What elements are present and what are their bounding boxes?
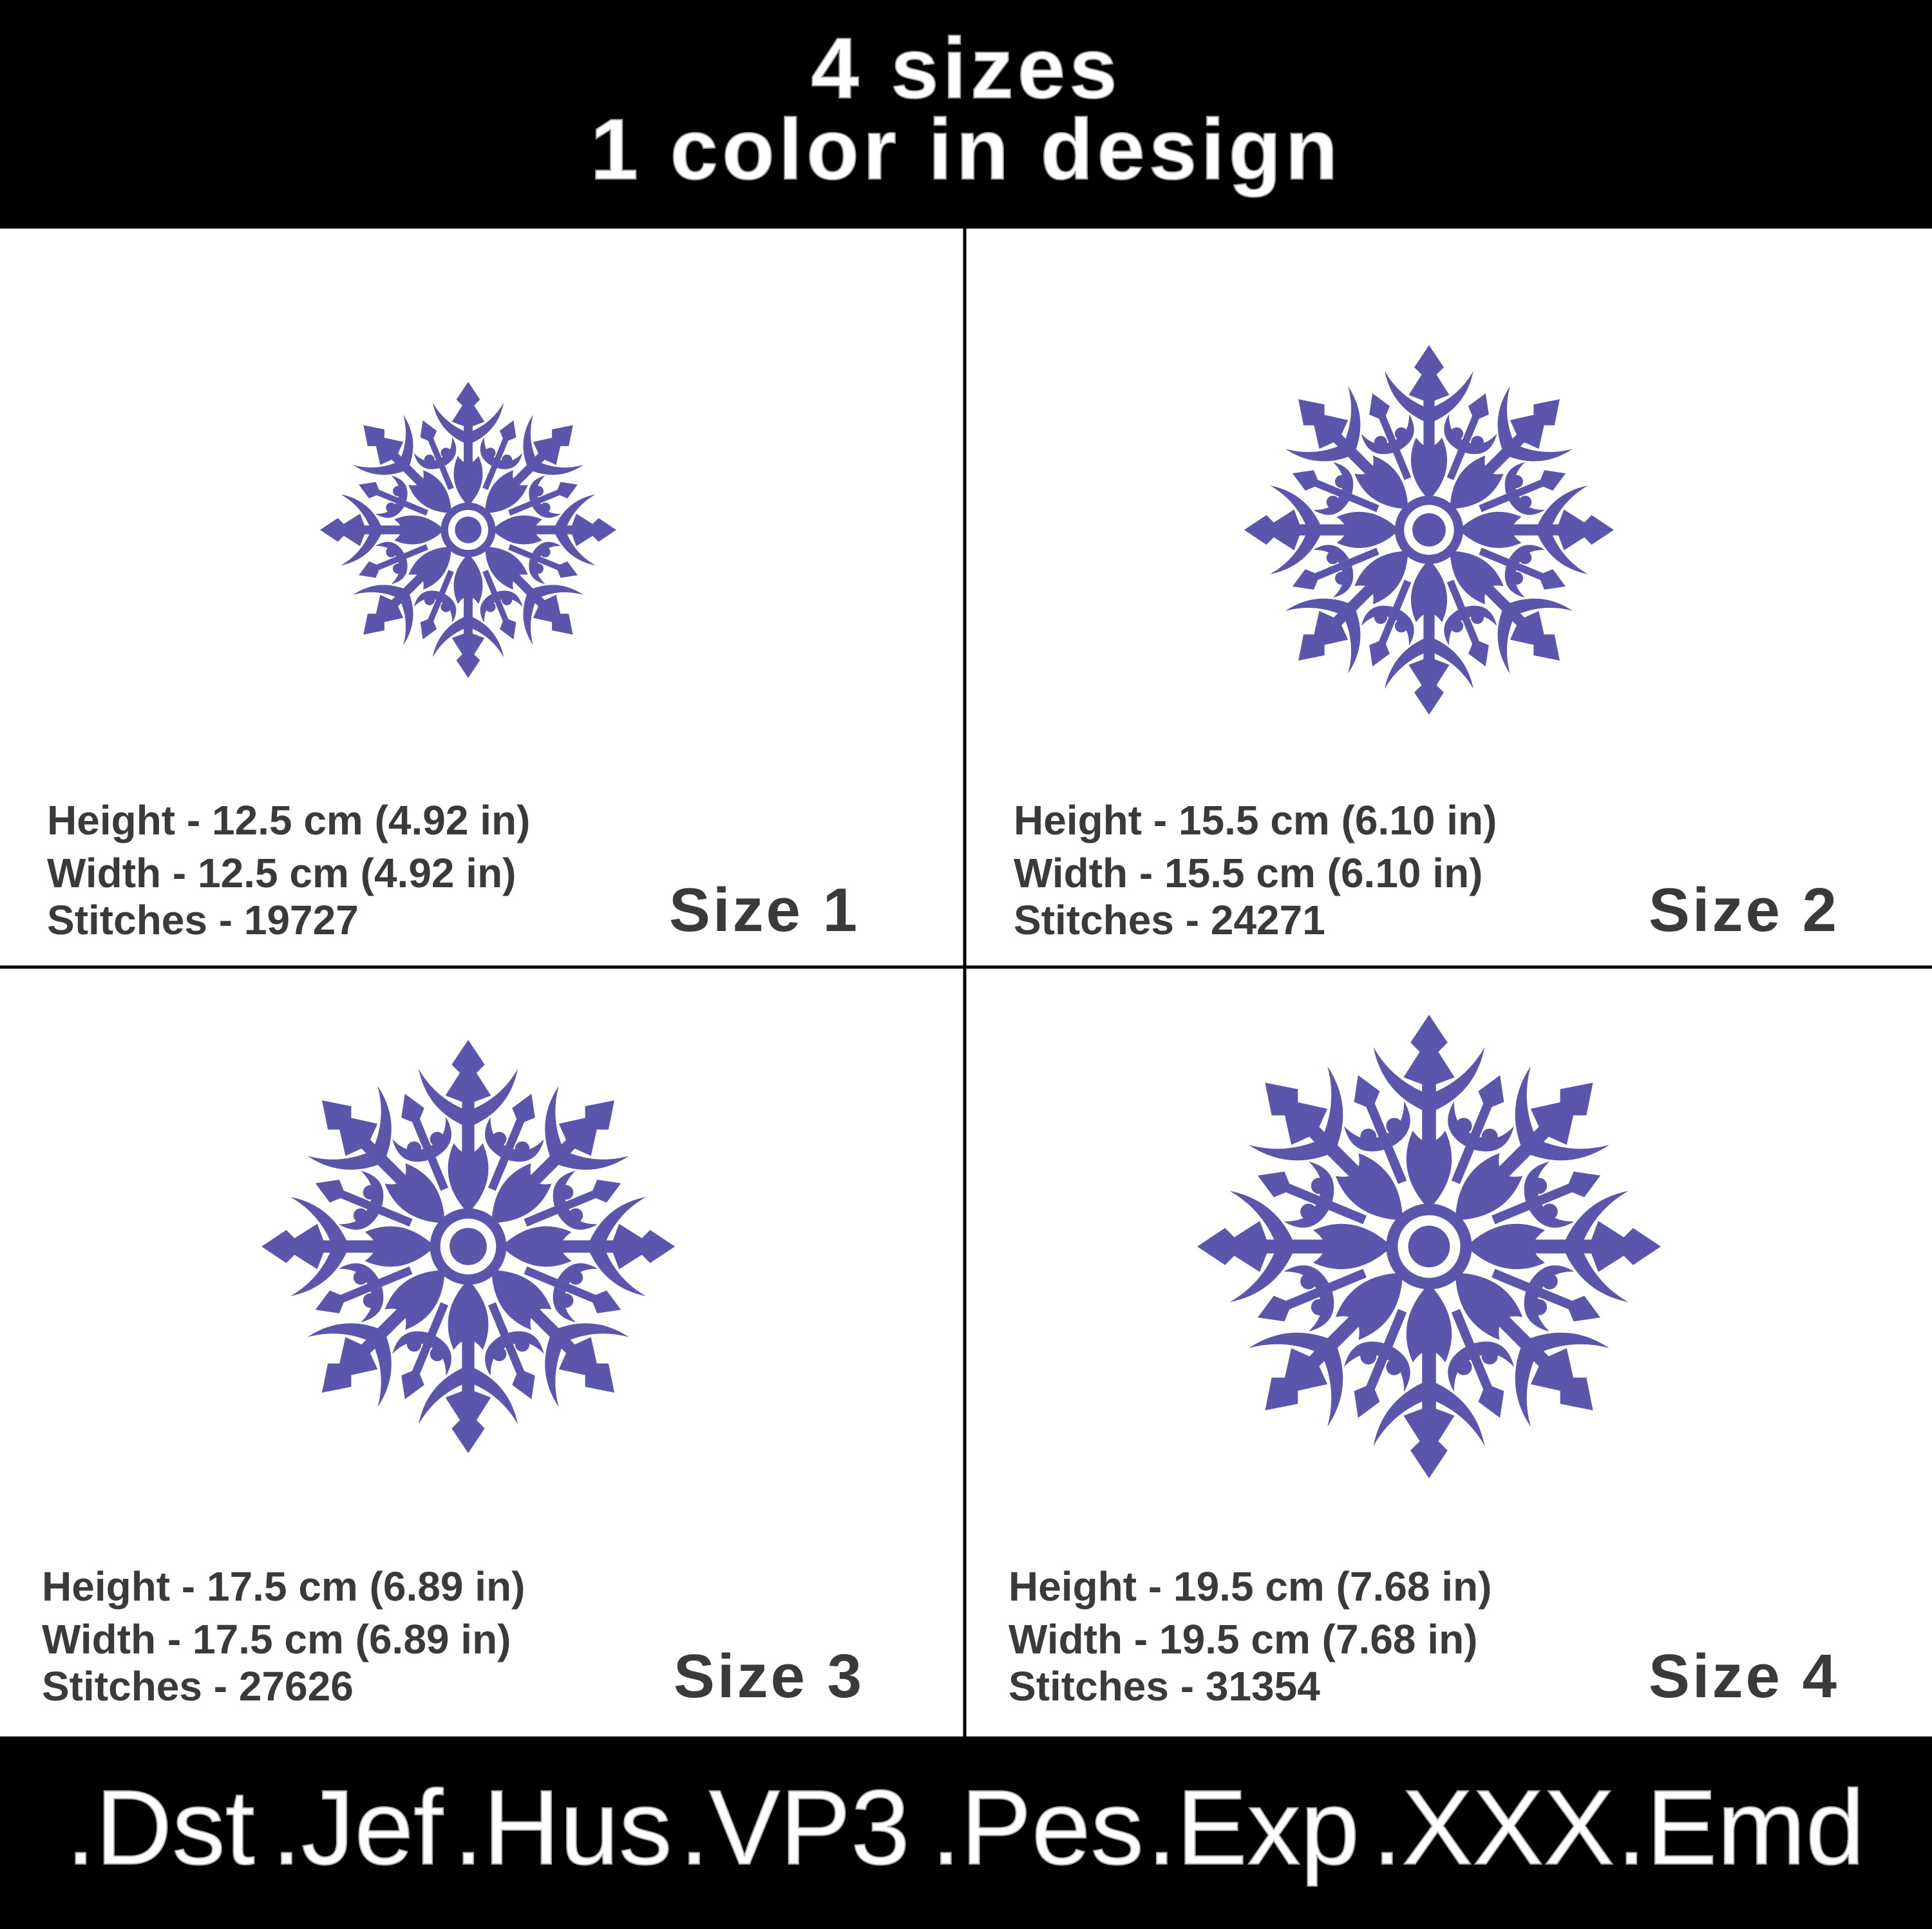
snowflake-design [1197,1015,1661,1478]
header-title: 1 color in design [591,102,1342,198]
spec-line: Height - 12.5 cm (4.92 in) [47,797,530,843]
file-format: .Dst [66,1768,254,1887]
spec-line: Width - 15.5 cm (6.10 in) [1014,850,1482,896]
spec-line: Stitches - 31354 [1009,1663,1320,1709]
spec-line: Stitches - 24271 [1014,897,1325,943]
file-format: .Jef [272,1768,444,1887]
spec-line: Width - 12.5 cm (4.92 in) [47,850,516,896]
snowflake-design [320,382,616,678]
spec-line: Height - 17.5 cm (6.89 in) [42,1563,525,1610]
file-format: .VP3 [679,1768,910,1887]
spec-line: Width - 17.5 cm (6.89 in) [42,1616,511,1662]
size-label: Size 2 [1649,876,1839,945]
spec-line: Stitches - 27626 [42,1663,354,1709]
size-label: Size 4 [1649,1642,1839,1711]
file-format: .XXX [1372,1768,1615,1887]
footer-bar [0,1736,1932,1929]
snowflake-design [261,1040,675,1453]
header-title: 4 sizes [811,21,1121,117]
file-format: .Emd [1616,1768,1864,1887]
spec-line: Height - 19.5 cm (7.68 in) [1009,1563,1492,1610]
size-label: Size 1 [669,876,860,945]
snowflake-design [1244,345,1614,715]
spec-line: Width - 19.5 cm (7.68 in) [1009,1616,1477,1662]
spec-line: Stitches - 19727 [47,897,359,943]
file-format: .Pes [931,1768,1144,1887]
header-bar [0,0,1932,229]
spec-line: Height - 15.5 cm (6.10 in) [1014,797,1497,843]
size-label: Size 3 [674,1642,864,1711]
file-format: .Hus [453,1768,672,1887]
file-format: .Exp [1147,1768,1359,1887]
